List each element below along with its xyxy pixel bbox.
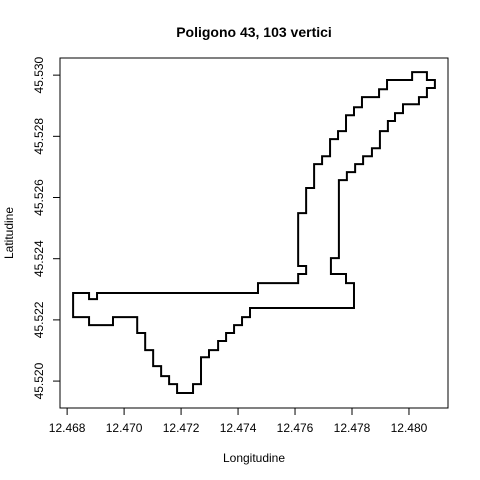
x-tick-label: 12.480 bbox=[391, 421, 428, 435]
x-tick-label: 12.472 bbox=[163, 421, 200, 435]
x-tick-label: 12.478 bbox=[334, 421, 371, 435]
y-tick-label: 45.524 bbox=[32, 240, 46, 277]
y-tick-label: 45.528 bbox=[32, 118, 46, 155]
x-tick-label: 12.468 bbox=[49, 421, 86, 435]
y-tick-label: 45.520 bbox=[32, 362, 46, 399]
polygon-outline bbox=[72, 71, 436, 395]
y-tick-label: 45.526 bbox=[32, 179, 46, 216]
x-tick-label: 12.476 bbox=[277, 421, 314, 435]
y-tick-label: 45.522 bbox=[32, 301, 46, 338]
y-axis-label: Latitudine bbox=[2, 207, 16, 259]
x-tick-label: 12.474 bbox=[220, 421, 257, 435]
plot-box bbox=[59, 57, 449, 409]
chart-title: Poligono 43, 103 vertici bbox=[176, 24, 332, 40]
y-tick-label: 45.530 bbox=[32, 56, 46, 93]
x-axis-label: Longitudine bbox=[223, 451, 285, 465]
x-tick-label: 12.470 bbox=[106, 421, 143, 435]
